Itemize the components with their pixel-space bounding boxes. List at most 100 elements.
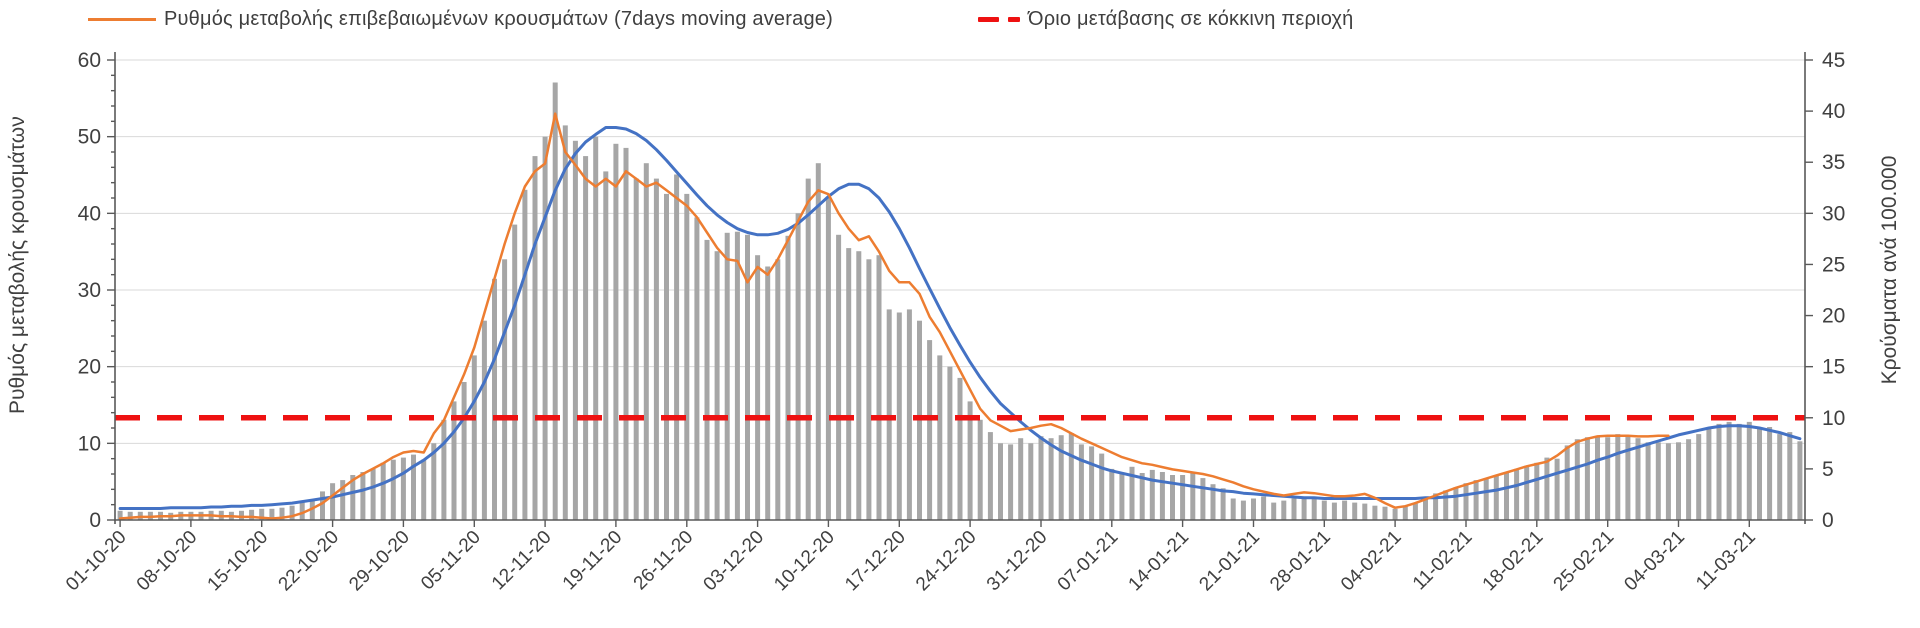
trend-line xyxy=(118,126,1802,510)
x-tick-label: 04-03-21 xyxy=(1620,527,1689,596)
bar xyxy=(127,511,133,520)
bar xyxy=(1068,433,1074,520)
bar xyxy=(1625,436,1631,520)
bar xyxy=(421,459,427,520)
right-tick-label: 20 xyxy=(1822,305,1845,328)
bar xyxy=(724,232,730,521)
right-tick-label: 40 xyxy=(1822,100,1845,123)
bar xyxy=(674,174,680,520)
bar xyxy=(613,143,619,521)
bar xyxy=(1412,503,1418,520)
x-tick-label: 01-10-20 xyxy=(62,527,131,596)
ma-line xyxy=(118,112,1670,520)
right-tick-label: 35 xyxy=(1822,151,1845,174)
right-tick-label: 10 xyxy=(1822,407,1845,430)
right-tick-label: 25 xyxy=(1822,253,1845,276)
x-tick-label: 21-01-21 xyxy=(1195,527,1264,596)
bar xyxy=(876,255,882,520)
bar xyxy=(1048,438,1054,520)
bar xyxy=(1038,436,1044,520)
bar xyxy=(1564,445,1570,520)
bar xyxy=(1342,500,1348,520)
x-tick-label: 26-11-20 xyxy=(630,527,698,595)
bar xyxy=(643,163,649,520)
x-tick-label: 28-01-21 xyxy=(1266,527,1335,596)
bar xyxy=(1544,457,1550,520)
bar xyxy=(1392,508,1398,520)
bar xyxy=(259,508,265,520)
bar xyxy=(967,401,973,520)
bar xyxy=(704,239,710,520)
bar xyxy=(1321,500,1327,520)
bar xyxy=(1655,442,1661,520)
left-tick-label: 40 xyxy=(78,202,101,225)
legend-label-red-threshold: Όριο μετάβασης σε κόκκινη περιοχή xyxy=(1028,7,1354,30)
bar xyxy=(1008,444,1014,520)
bar xyxy=(815,163,821,520)
bar xyxy=(684,193,690,520)
bar xyxy=(633,178,639,520)
bar xyxy=(1271,502,1277,520)
bar xyxy=(937,355,943,520)
bar xyxy=(1797,441,1803,520)
x-tick-label: 12-11-20 xyxy=(488,527,556,595)
bar xyxy=(1514,468,1520,520)
bar xyxy=(330,483,336,520)
bar xyxy=(360,472,366,520)
bar xyxy=(1483,478,1489,520)
chart-legend: Ρυθμός μεταβολής επιβεβαιωμένων κρουσμάτ… xyxy=(0,0,1920,38)
bar xyxy=(1331,502,1337,520)
bar xyxy=(1423,498,1428,520)
x-tick-label: 03-12-20 xyxy=(700,527,769,596)
bar xyxy=(623,147,629,520)
bar xyxy=(846,248,852,520)
bar xyxy=(1615,434,1621,520)
bar xyxy=(785,235,791,521)
legend-item-moving-average: Ρυθμός μεταβολής επιβεβαιωμένων κρουσμάτ… xyxy=(88,0,833,38)
bar xyxy=(1190,473,1196,520)
bar xyxy=(1311,496,1317,520)
bar xyxy=(552,82,558,520)
right-tick-label: 15 xyxy=(1822,356,1845,379)
x-tick-label: 10-12-20 xyxy=(770,527,839,596)
bar xyxy=(653,178,659,520)
bar xyxy=(1473,480,1479,520)
bar xyxy=(1058,435,1064,520)
left-tick-label: 10 xyxy=(78,432,101,455)
bar xyxy=(1291,498,1297,520)
bar xyxy=(1352,502,1358,520)
bar xyxy=(400,457,406,520)
x-tick-label: 08-10-20 xyxy=(133,527,202,596)
x-tick-label: 11-03-21 xyxy=(1692,527,1760,595)
x-tick-label: 05-11-20 xyxy=(417,527,485,595)
bar xyxy=(461,382,467,520)
bar xyxy=(1159,472,1165,520)
bar xyxy=(1362,503,1368,520)
bar xyxy=(1595,436,1600,520)
bar xyxy=(977,419,983,520)
orange-line-swatch-icon xyxy=(88,17,156,21)
bar xyxy=(572,140,578,521)
bar xyxy=(1382,506,1388,520)
bar xyxy=(1251,498,1256,520)
bar xyxy=(1301,496,1307,520)
bar xyxy=(542,136,548,520)
bar xyxy=(1170,475,1175,520)
bar xyxy=(481,320,487,520)
bar xyxy=(583,156,589,520)
bar xyxy=(1686,439,1692,520)
bar xyxy=(492,278,497,520)
bar xyxy=(431,443,437,520)
bar xyxy=(694,217,700,520)
bar xyxy=(1433,493,1439,520)
bar xyxy=(299,502,305,520)
legend-label-moving-average: Ρυθμός μεταβολής επιβεβαιωμένων κρουσμάτ… xyxy=(164,7,833,30)
right-tick-label: 5 xyxy=(1822,458,1834,481)
bar xyxy=(1372,505,1378,520)
legend-item-red-threshold: Όριο μετάβασης σε κόκκινη περιοχή xyxy=(978,0,1354,38)
x-tick-label: 29-10-20 xyxy=(345,527,414,596)
bar xyxy=(886,309,892,520)
bar xyxy=(1504,472,1509,520)
bar xyxy=(866,259,872,520)
bar xyxy=(1706,429,1712,520)
